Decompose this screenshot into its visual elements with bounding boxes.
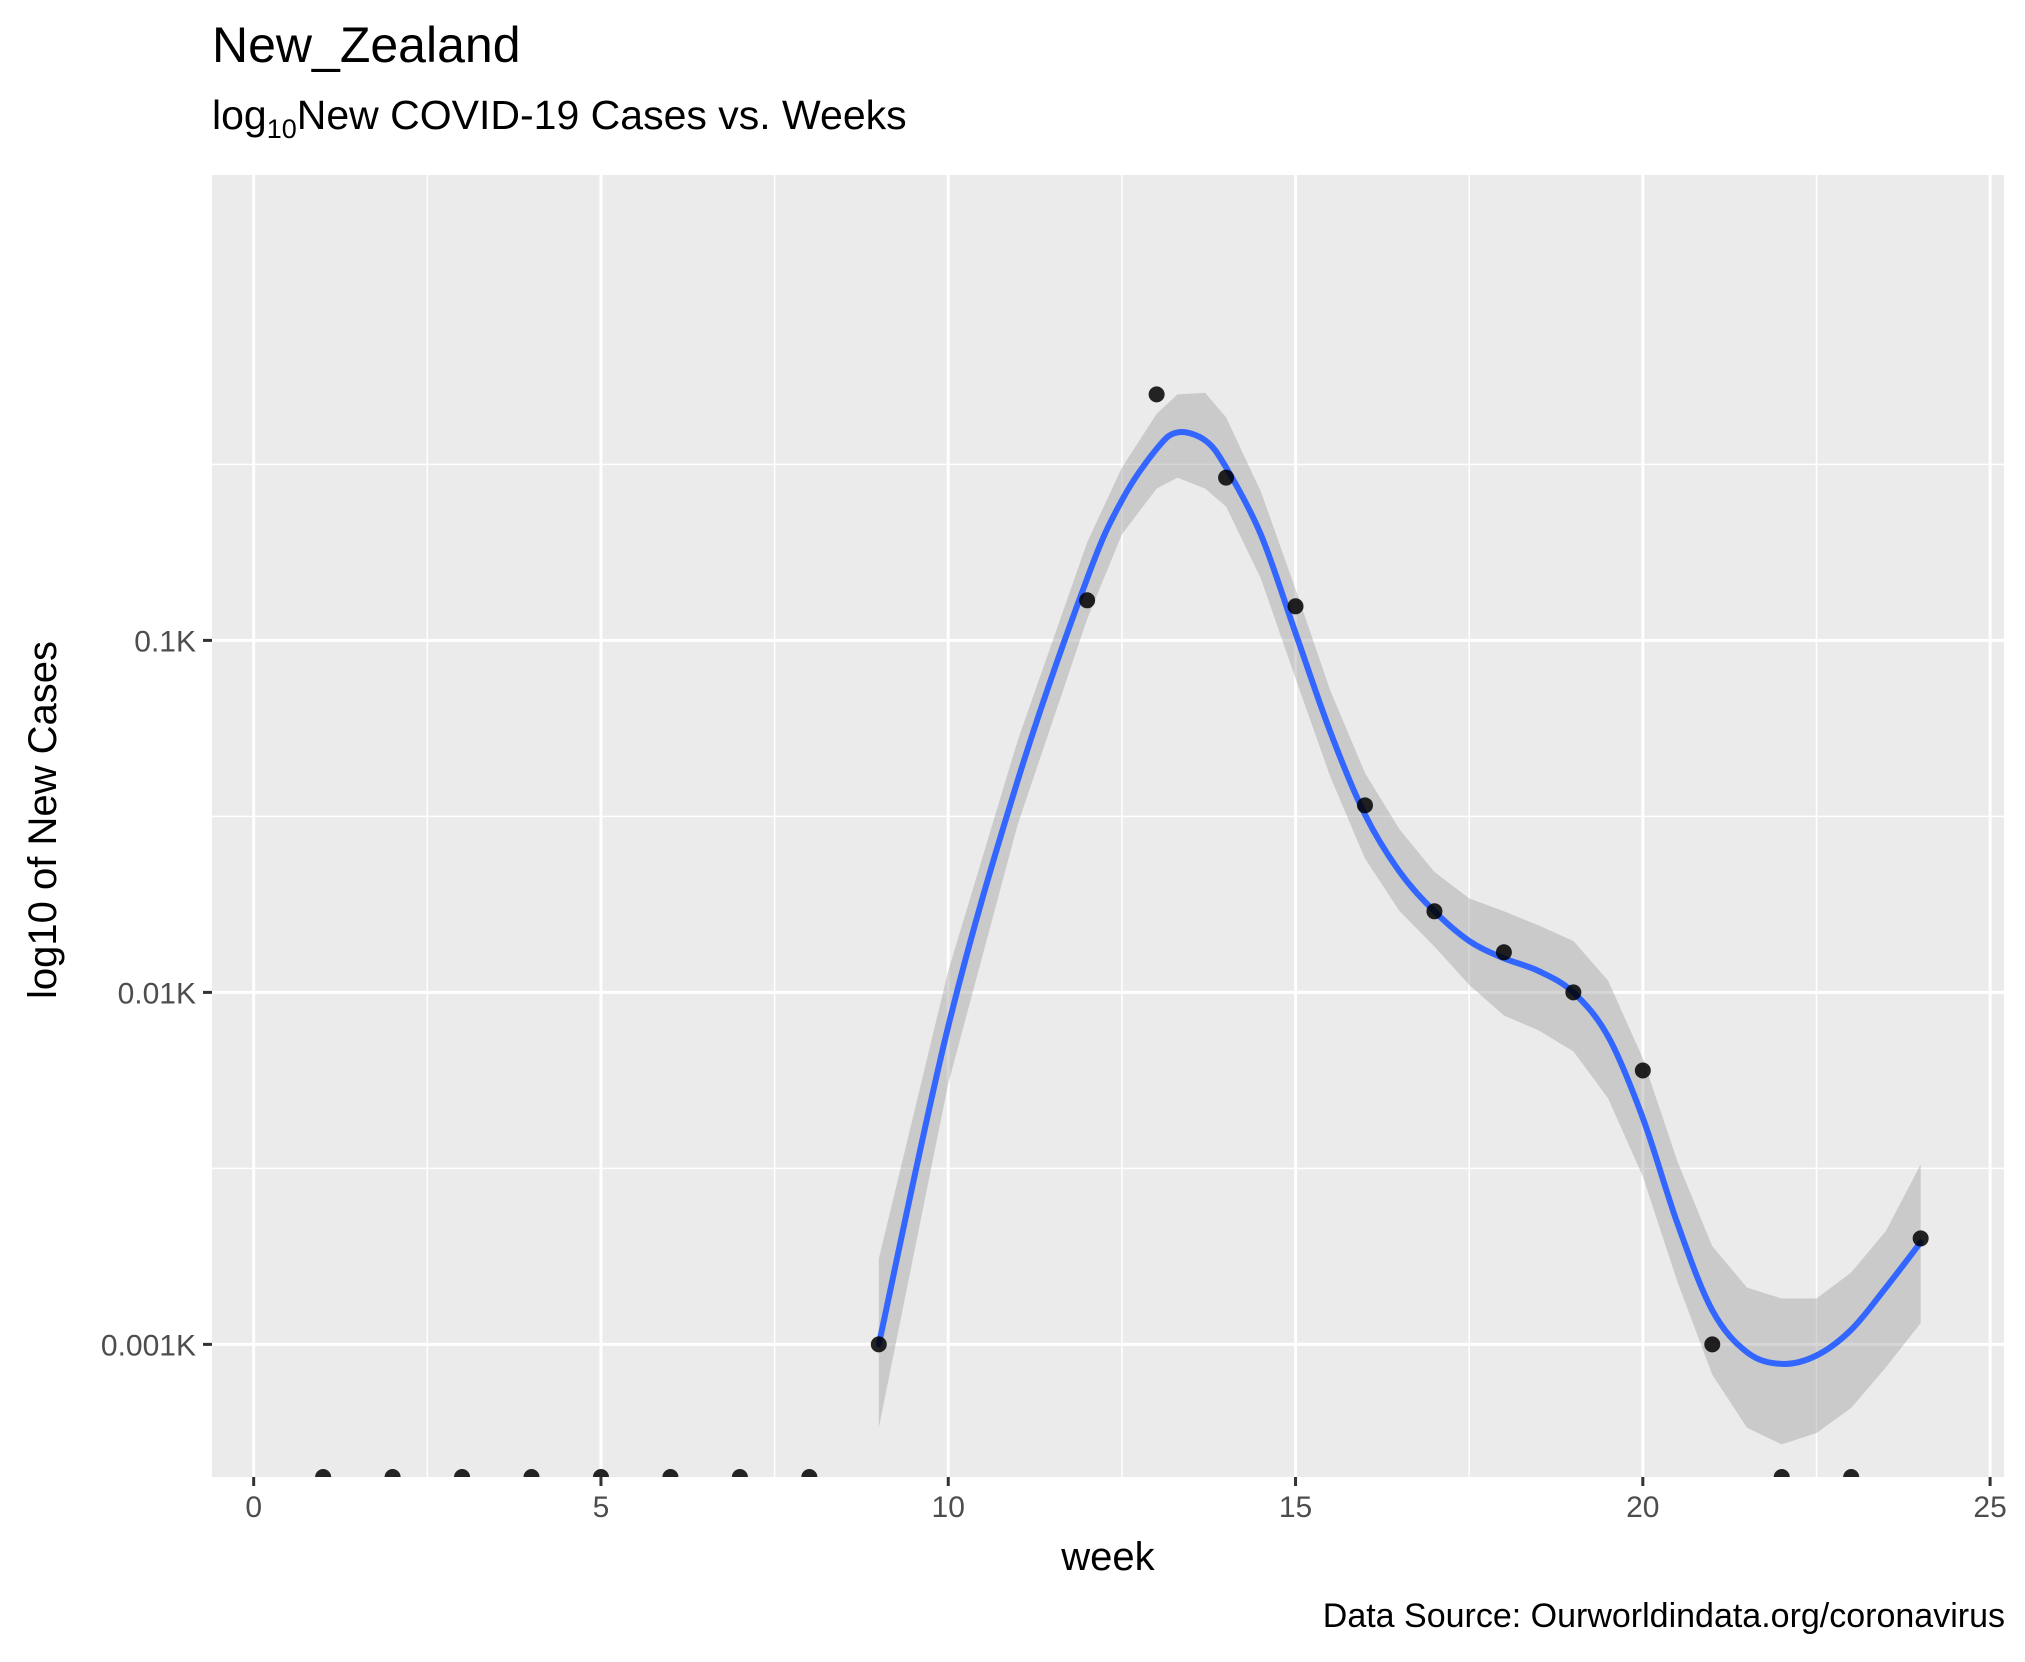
data-point: [731, 1469, 748, 1477]
grid-minor: [212, 175, 2004, 1477]
x-axis: 0 5 10 15 20 25: [245, 1477, 2007, 1524]
y-tick-label: 0.1K: [134, 625, 196, 658]
y-axis-title: log10 of New Cases: [21, 641, 65, 999]
data-point: [1634, 1062, 1651, 1079]
data-point: [1148, 386, 1165, 403]
data-point: [1287, 598, 1304, 615]
data-point: [1079, 592, 1096, 609]
subtitle-subscript: 10: [266, 114, 297, 144]
data-point: [1912, 1230, 1929, 1247]
subtitle-log: log: [212, 92, 267, 138]
data-points: [315, 386, 1929, 1477]
data-point: [1773, 1469, 1790, 1477]
subtitle-text: New COVID-19 Cases vs. Weeks: [296, 92, 907, 138]
chart-caption: Data Source: Ourworldindata.org/coronavi…: [1322, 1597, 2005, 1635]
data-point: [1495, 944, 1512, 961]
data-point: [1704, 1336, 1721, 1353]
data-point: [1565, 984, 1582, 1001]
confidence-ribbon: [878, 392, 1921, 1445]
x-tick-label: 5: [593, 1491, 610, 1524]
data-point: [1426, 903, 1443, 920]
y-axis: 0.001K 0.01K 0.1K: [101, 625, 212, 1362]
chart-subtitle: log10New COVID-19 Cases vs. Weeks: [212, 88, 907, 144]
data-point: [315, 1469, 332, 1477]
data-point: [384, 1469, 401, 1477]
data-point: [870, 1336, 887, 1353]
x-tick-label: 0: [245, 1491, 262, 1524]
data-point: [1843, 1469, 1860, 1477]
x-tick-label: 10: [932, 1491, 965, 1524]
plot-panel: [212, 175, 2004, 1477]
data-point: [1218, 469, 1235, 486]
x-tick-label: 25: [1973, 1491, 2006, 1524]
data-point: [523, 1469, 540, 1477]
chart-title: New_Zealand: [212, 17, 521, 73]
data-point: [662, 1469, 679, 1477]
x-axis-title: week: [1060, 1535, 1155, 1579]
y-tick-label: 0.01K: [118, 977, 196, 1010]
smooth-line: [875, 429, 1924, 1367]
x-tick-label: 15: [1279, 1491, 1312, 1524]
data-point: [454, 1469, 471, 1477]
grid-major: [212, 175, 2004, 1477]
x-tick-label: 20: [1626, 1491, 1659, 1524]
data-point: [801, 1469, 818, 1477]
data-point: [1356, 797, 1373, 814]
y-tick-label: 0.001K: [101, 1329, 196, 1362]
data-point: [592, 1469, 609, 1477]
